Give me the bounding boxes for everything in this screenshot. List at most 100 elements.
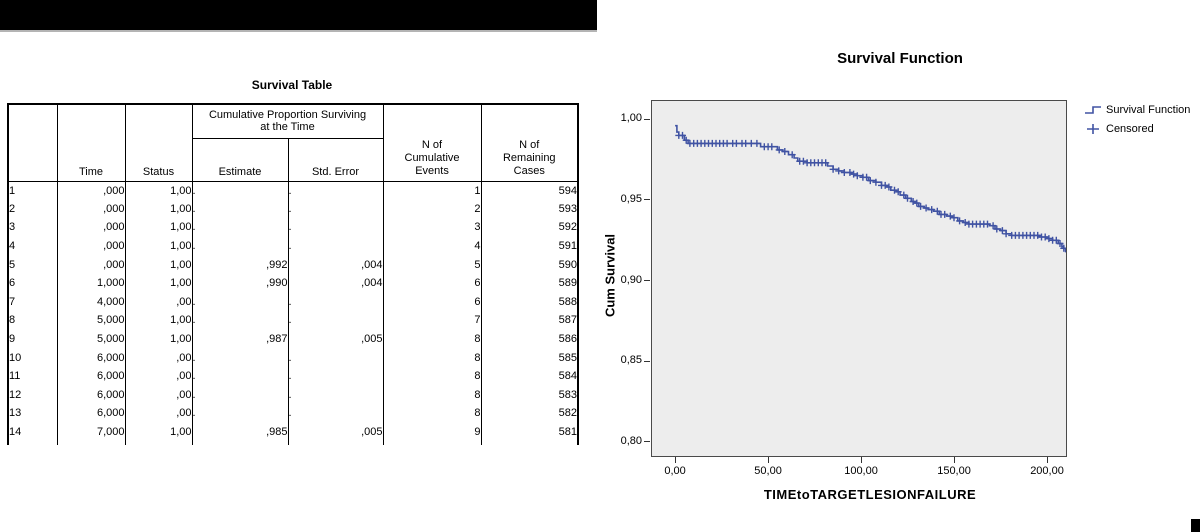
cell-status: 1,00 [124, 181, 193, 200]
cell-n: 13 [7, 404, 58, 423]
cell-status: ,00 [124, 385, 193, 405]
cell-remaining [480, 441, 579, 445]
cell-events: 7 [382, 311, 482, 330]
cell-time: ,000 [56, 255, 126, 274]
x-tick [674, 457, 676, 463]
survival-table-container: Time Status Cumulative Proportion Surviv… [7, 103, 579, 445]
cell-time: 7,000 [56, 422, 126, 442]
cell-status [124, 441, 193, 445]
cell-std_error: . [287, 404, 384, 423]
cell-estimate: . [191, 181, 289, 200]
table-row: 7 4,000,00.. 6 588 [7, 292, 579, 312]
plus-icon [1087, 123, 1099, 134]
cell-status: 1,00 [124, 311, 193, 330]
x-tick-label: 0,00 [664, 465, 686, 477]
table-row: 15 [7, 441, 579, 445]
corner-black-mark [1191, 519, 1200, 532]
cell-std_error: . [287, 218, 384, 237]
cell-time: ,000 [56, 236, 126, 256]
cell-n: 15 [7, 441, 58, 445]
cell-status: 1,00 [124, 199, 193, 219]
table-row: 2,000 1,00.. 2 593 [7, 199, 579, 219]
survival-curve-svg [674, 124, 1066, 252]
cell-events: 8 [382, 348, 482, 367]
cell-time [56, 441, 126, 445]
cell-estimate: . [191, 236, 289, 256]
table-row: 3,000 1,00.. 3 592 [7, 218, 579, 237]
cell-n: 14 [7, 422, 58, 442]
table-row: 10 6,000,00.. 8 585 [7, 348, 579, 367]
cell-std_error: . [287, 199, 384, 219]
cell-estimate: ,987 [191, 329, 289, 349]
cell-time: 1,000 [56, 273, 126, 293]
cell-n: 2 [7, 199, 58, 219]
cell-remaining: 587 [480, 311, 579, 330]
cell-estimate: . [191, 218, 289, 237]
cell-events: 6 [382, 273, 482, 293]
cell-time: 6,000 [56, 385, 126, 405]
cell-events: 6 [382, 292, 482, 312]
cell-std_error: ,004 [287, 273, 384, 293]
chart-legend: Survival Function Censored [1084, 100, 1190, 138]
y-tick [644, 118, 650, 120]
cell-n: 9 [7, 329, 58, 349]
cell-status: 1,00 [124, 422, 193, 442]
cell-remaining: 592 [480, 218, 579, 237]
cell-std_error: . [287, 311, 384, 330]
cell-time: 4,000 [56, 292, 126, 312]
cell-status: 1,00 [124, 273, 193, 293]
cell-estimate: . [191, 348, 289, 367]
cell-events: 4 [382, 236, 482, 256]
cell-n: 8 [7, 311, 58, 330]
header-status: Status [124, 104, 193, 181]
cell-estimate: . [191, 292, 289, 312]
cell-estimate: ,985 [191, 422, 289, 442]
cell-time: 5,000 [56, 329, 126, 349]
cell-events: 5 [382, 255, 482, 274]
table-row: 5,000 1,00,992,004 5 590 [7, 255, 579, 274]
cell-n: 1 [7, 181, 58, 200]
cell-n: 11 [7, 366, 58, 386]
cell-status: 1,00 [124, 218, 193, 237]
y-tick [644, 441, 650, 443]
legend-item-survival-function: Survival Function [1084, 100, 1190, 119]
cell-remaining: 581 [480, 422, 579, 442]
legend-item-censored: Censored [1084, 119, 1190, 138]
cell-remaining: 591 [480, 236, 579, 256]
legend-label: Censored [1106, 122, 1154, 135]
cell-remaining: 584 [480, 366, 579, 386]
table-row: 11 6,000,00.. 8 584 [7, 366, 579, 386]
cell-time: ,000 [56, 181, 126, 200]
cell-time: ,000 [56, 218, 126, 237]
cell-events: 9 [382, 422, 482, 442]
cell-n: 5 [7, 255, 58, 274]
cell-estimate: ,990 [191, 273, 289, 293]
x-tick [860, 457, 862, 463]
redaction-bar [0, 0, 597, 32]
plot-area [650, 99, 1067, 457]
cell-std_error: ,005 [287, 329, 384, 349]
cell-remaining: 588 [480, 292, 579, 312]
y-tick [644, 199, 650, 201]
x-tick [953, 457, 955, 463]
legend-label: Survival Function [1106, 103, 1191, 116]
table-row: 1,000 1,00.. 1 594 [7, 181, 579, 200]
header-rownum [7, 104, 58, 181]
step-line-icon [1085, 105, 1101, 114]
cell-std_error: ,005 [287, 422, 384, 442]
x-tick-label: 150,00 [937, 465, 971, 477]
cell-status: ,00 [124, 404, 193, 423]
cell-n: 6 [7, 273, 58, 293]
cell-remaining: 590 [480, 255, 579, 274]
cell-std_error [287, 441, 384, 445]
cell-events: 2 [382, 199, 482, 219]
cell-events [382, 441, 482, 445]
header-std-error: Std. Error [287, 138, 384, 181]
cell-events: 8 [382, 329, 482, 349]
survival-table: Time Status Cumulative Proportion Surviv… [7, 103, 579, 445]
cell-time: ,000 [56, 199, 126, 219]
cell-std_error: . [287, 292, 384, 312]
censored-marks [674, 131, 1066, 252]
cell-events: 8 [382, 404, 482, 423]
cell-time: 6,000 [56, 348, 126, 367]
